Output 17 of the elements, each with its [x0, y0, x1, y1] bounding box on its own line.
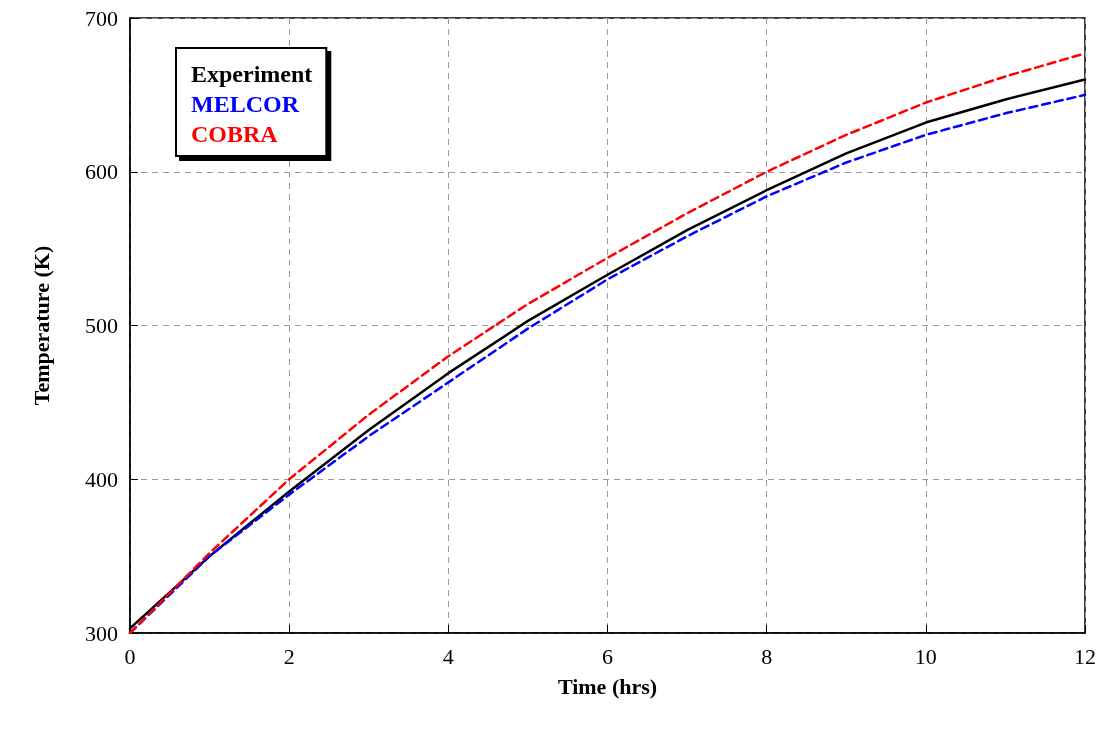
y-tick-label: 500 — [85, 313, 118, 338]
text: Experiment — [191, 61, 313, 87]
x-tick-label: 4 — [442, 643, 454, 669]
y-tick-label: 300 — [85, 620, 118, 646]
x-tick-label: 8 — [761, 643, 773, 669]
y-tick-label: 600 — [85, 159, 118, 185]
x-tick-label: 6 — [602, 643, 613, 669]
text: COBRA — [191, 121, 279, 147]
text: MELCOR — [191, 91, 300, 117]
x-tick-label: 10 — [914, 643, 937, 669]
y-tick-label: 400 — [85, 466, 118, 492]
x-tick-label: 0 — [124, 643, 136, 669]
x-tick-label: 12 — [1074, 643, 1096, 669]
x-axis-title: Time (hrs) — [557, 673, 658, 699]
x-tick-label: 2 — [283, 643, 295, 669]
y-tick-label: 700 — [85, 5, 118, 31]
y-axis-title: Temperature (K) — [28, 245, 54, 406]
